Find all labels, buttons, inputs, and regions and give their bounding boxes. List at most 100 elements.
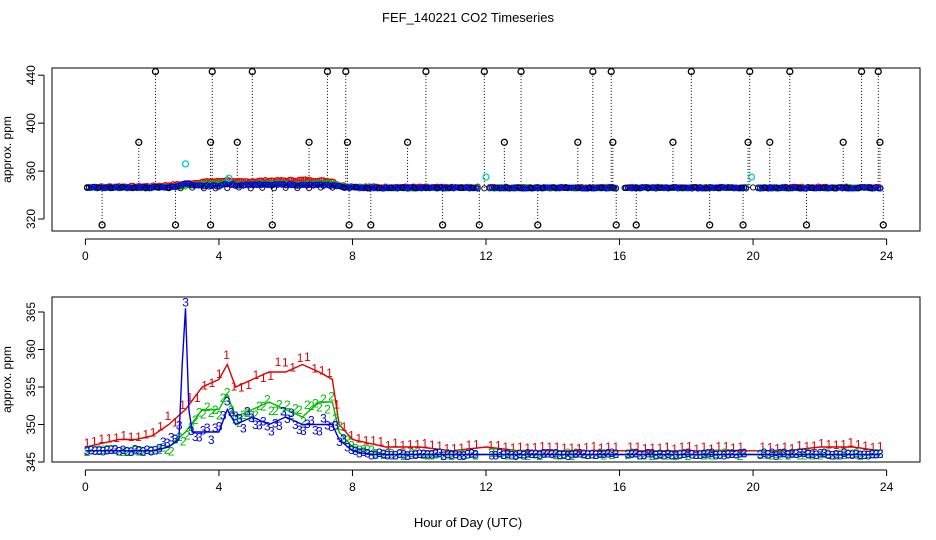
- series-marker: 3: [757, 448, 764, 462]
- x-axis-label: Hour of Day (UTC): [414, 515, 522, 530]
- trace-point: [612, 185, 619, 192]
- baseline-point: [376, 184, 383, 192]
- baseline-point: [446, 184, 453, 191]
- series-marker: 2: [308, 399, 315, 413]
- spike-point: [746, 67, 754, 76]
- series-marker: 1: [568, 441, 575, 455]
- series-marker: 2: [220, 391, 227, 405]
- series-marker: 3: [540, 446, 547, 460]
- series-marker: 3: [360, 445, 367, 459]
- trace-point: [708, 184, 716, 191]
- series-marker: 3: [468, 447, 475, 461]
- series-marker: 3: [308, 413, 315, 427]
- spike-point: [323, 67, 332, 76]
- series-marker: 1: [796, 439, 803, 453]
- baseline-point: [738, 184, 745, 192]
- series-marker: 1: [502, 440, 509, 454]
- series-marker: 1: [377, 434, 384, 448]
- series-marker: 2: [721, 446, 728, 460]
- series-marker: 3: [328, 420, 335, 434]
- series-marker: 3: [785, 447, 792, 461]
- series-marker: 3: [452, 447, 459, 461]
- spike-point: [206, 221, 215, 229]
- cyan-point: [181, 160, 190, 168]
- baseline-point: [294, 185, 301, 192]
- series-marker: 3: [152, 444, 159, 458]
- series-marker: 2: [296, 403, 303, 417]
- trace-point: [312, 181, 319, 188]
- series-marker: 1: [657, 441, 664, 455]
- series-line: [85, 308, 880, 456]
- baseline-point: [107, 185, 114, 192]
- x-tick-label: 12: [479, 249, 493, 263]
- trace-point: [524, 185, 531, 192]
- series-marker: 3: [200, 423, 207, 437]
- baseline-point: [306, 185, 313, 192]
- series-marker: 2: [224, 385, 231, 399]
- series-marker: 1: [311, 361, 318, 375]
- series-marker: 3: [372, 448, 379, 462]
- trace-point: [582, 185, 589, 192]
- trace-point: [430, 184, 437, 191]
- spike-point: [475, 221, 483, 229]
- baseline-point: [703, 185, 710, 192]
- series-marker: 1: [319, 364, 326, 378]
- spike-point: [874, 67, 882, 76]
- series-marker: 2: [232, 412, 239, 426]
- series-marker: 3: [252, 418, 259, 432]
- series-marker: 3: [120, 443, 127, 457]
- series-marker: 3: [512, 449, 519, 463]
- series-marker: 3: [504, 447, 511, 461]
- baseline-point: [621, 184, 628, 191]
- baseline-point: [317, 184, 324, 191]
- series-marker: 3: [568, 448, 575, 462]
- x-tick-label: 0: [82, 480, 89, 494]
- trace-point: [700, 185, 708, 192]
- baseline-point: [773, 184, 780, 191]
- trace-point: [99, 184, 107, 191]
- series-marker: 2: [833, 449, 840, 463]
- baseline-point: [598, 184, 605, 192]
- series-marker: 2: [268, 404, 275, 418]
- series-marker: 2: [336, 419, 343, 433]
- baseline-point: [679, 184, 687, 191]
- series-marker: 1: [473, 438, 480, 452]
- baseline-point: [352, 184, 359, 191]
- trace-point: [490, 184, 497, 191]
- series-marker: 3: [661, 449, 668, 463]
- series-marker: 2: [849, 447, 856, 461]
- trace-point: [602, 185, 609, 192]
- trace-point: [859, 184, 866, 191]
- series-marker: 3: [352, 444, 359, 458]
- spike-point: [403, 138, 412, 146]
- series-marker: 1: [679, 440, 686, 454]
- series-marker: 3: [580, 447, 587, 461]
- baseline-point: [609, 185, 616, 192]
- series-marker: 1: [576, 441, 583, 455]
- series-marker: 1: [238, 380, 245, 394]
- baseline-point: [329, 184, 336, 191]
- series-marker: 3: [809, 447, 816, 461]
- series-marker: 1: [370, 434, 377, 448]
- series-marker: 2: [713, 447, 720, 461]
- series-marker: 2: [88, 443, 95, 457]
- series-marker: 3: [444, 447, 451, 461]
- y-axis-label: approx. ppm: [0, 116, 14, 183]
- series-marker: 3: [741, 447, 748, 461]
- series-marker: 2: [428, 448, 435, 462]
- series-marker: 3: [456, 449, 463, 463]
- series-marker: 1: [693, 442, 700, 456]
- series-marker: 3: [592, 448, 599, 462]
- series-marker: 1: [701, 440, 708, 454]
- trace-point: [146, 185, 153, 192]
- series-marker: 1: [466, 438, 473, 452]
- series-marker: 3: [436, 446, 443, 460]
- series-marker: 2: [544, 446, 551, 460]
- series-marker: 2: [737, 449, 744, 463]
- baseline-point: [855, 184, 862, 192]
- series-marker: 3: [552, 446, 559, 460]
- series-marker: 2: [809, 448, 816, 462]
- trace-point: [498, 185, 505, 192]
- series-marker: 2: [785, 449, 792, 463]
- series-marker: 1: [187, 390, 194, 404]
